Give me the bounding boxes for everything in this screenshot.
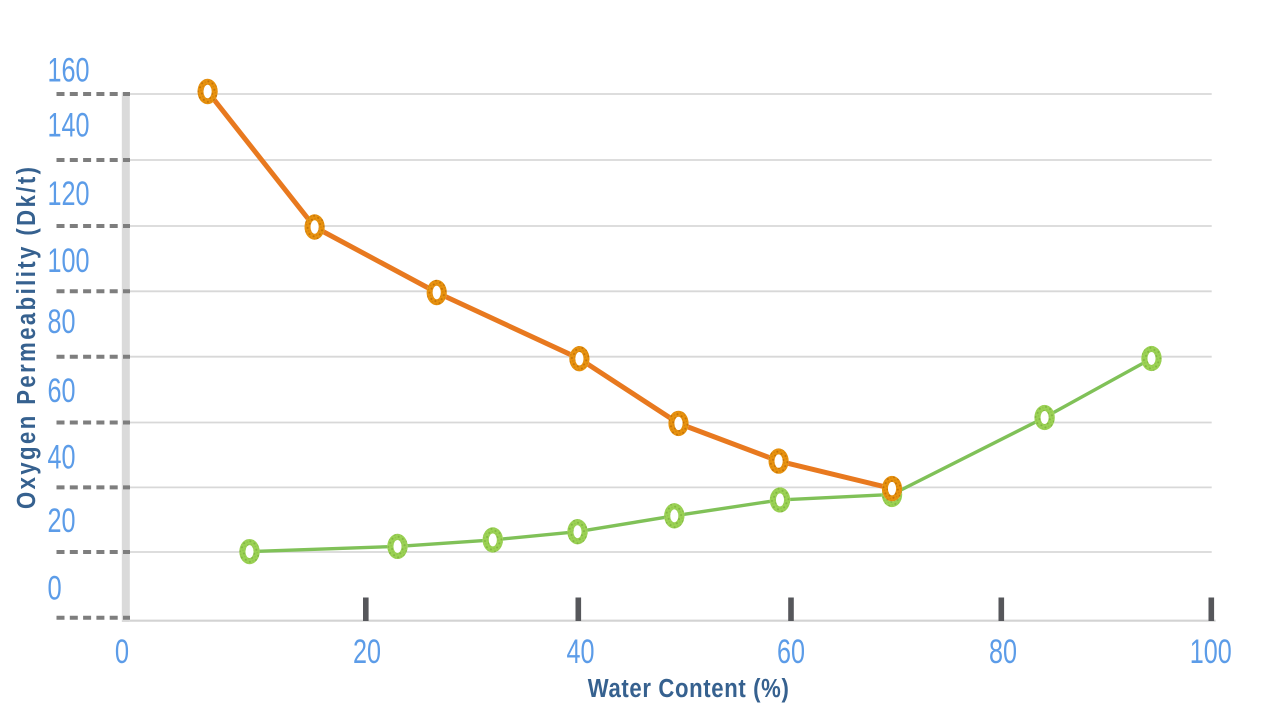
svg-text:40: 40 — [48, 438, 76, 476]
svg-text:Water Content (%): Water Content (%) — [588, 674, 789, 703]
svg-text:20: 20 — [48, 502, 76, 540]
svg-text:100: 100 — [48, 242, 90, 280]
svg-text:60: 60 — [777, 633, 805, 671]
svg-text:40: 40 — [567, 633, 595, 671]
svg-text:60: 60 — [48, 372, 76, 410]
svg-text:20: 20 — [353, 633, 381, 671]
svg-text:80: 80 — [989, 633, 1017, 671]
svg-text:0: 0 — [115, 633, 129, 671]
svg-text:120: 120 — [48, 175, 90, 213]
svg-text:Oxygen Permeability (Dk/t): Oxygen Permeability (Dk/t) — [12, 167, 41, 509]
svg-text:140: 140 — [48, 106, 90, 144]
svg-text:0: 0 — [48, 569, 62, 607]
svg-text:80: 80 — [48, 303, 76, 341]
svg-text:160: 160 — [48, 52, 90, 90]
svg-text:100: 100 — [1190, 633, 1232, 671]
